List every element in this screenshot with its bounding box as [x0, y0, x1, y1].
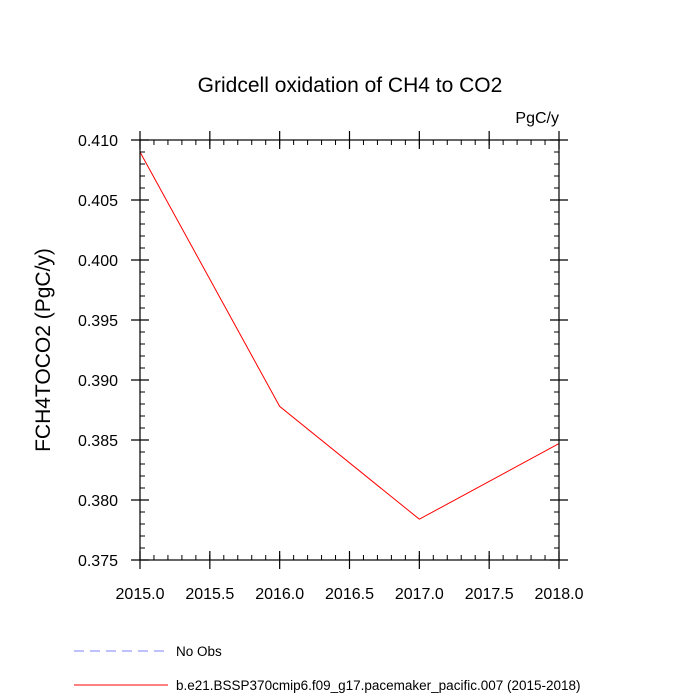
plot-frame	[139, 139, 560, 561]
units-label: PgC/y	[515, 110, 559, 127]
x-tick-label: 2017.0	[395, 586, 444, 603]
y-tick-label: 0.410	[78, 133, 118, 150]
y-tick-label: 0.385	[78, 433, 118, 450]
x-tick-label: 2018.0	[535, 586, 584, 603]
legend: No Obs b.e21.BSSP370cmip6.f09_g17.pacema…	[74, 644, 581, 693]
y-tick-label: 0.405	[78, 193, 118, 210]
x-tick-label: 2017.5	[465, 586, 514, 603]
x-tick-label: 2016.0	[255, 586, 304, 603]
major-ticks	[131, 131, 568, 569]
x-tick-label: 2016.5	[325, 586, 374, 603]
y-axis-label: FCH4TOCO2 (PgC/y)	[32, 248, 55, 452]
series-line	[139, 151, 560, 520]
legend-no-obs-label: No Obs	[176, 644, 222, 659]
legend-series-label: b.e21.BSSP370cmip6.f09_g17.pacemaker_pac…	[176, 678, 581, 693]
y-tick-label: 0.400	[78, 253, 118, 270]
x-tick-label: 2015.5	[185, 586, 234, 603]
y-tick-label: 0.380	[78, 493, 118, 510]
y-tick-label: 0.390	[78, 373, 118, 390]
y-tick-label: 0.395	[78, 313, 118, 330]
y-tick-label: 0.375	[78, 553, 118, 570]
tick-labels: 2015.0 2015.5 2016.0 2016.5 2017.0 2017.5 2018…	[78, 133, 584, 603]
chart-title: Gridcell oxidation of CH4 to CO2	[198, 74, 503, 97]
series-layer	[139, 151, 560, 520]
minor-ticks	[139, 139, 560, 561]
x-tick-label: 2015.0	[116, 586, 165, 603]
